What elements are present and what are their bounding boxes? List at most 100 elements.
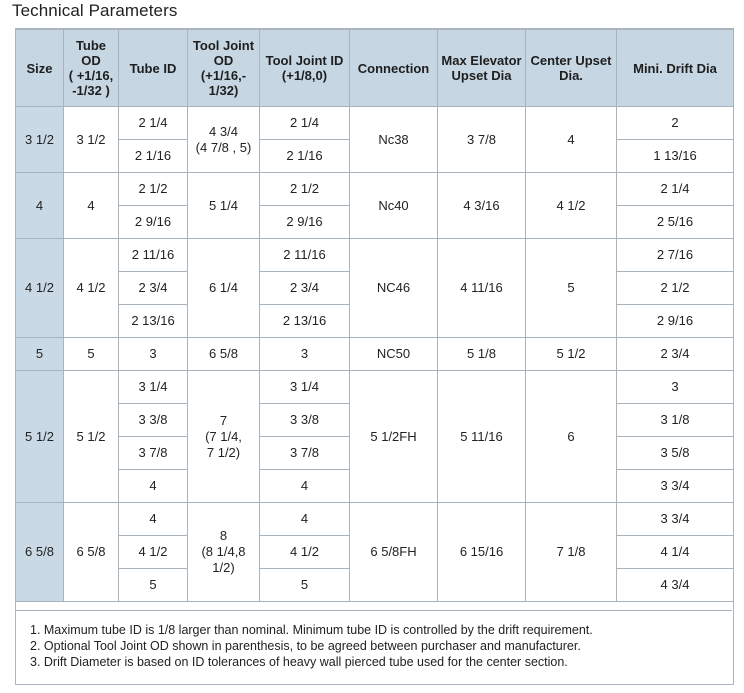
tool-joint-od-line: 8 <box>219 528 228 543</box>
drift-cell: 3 3/4 <box>616 469 734 503</box>
center-upset-cell: 6 <box>525 370 617 503</box>
tool-joint-od-line: (7 1/4, <box>205 428 242 444</box>
drift-cell: 3 3/4 <box>616 502 734 536</box>
drift-cell: 4 1/4 <box>616 535 734 569</box>
table-row: 2 3/4 2 3/4 2 1/2 <box>16 271 734 305</box>
tube-id-cell: 2 1/2 <box>118 172 188 206</box>
tube-id-cell: 3 7/8 <box>118 436 188 470</box>
tube-id-cell: 4 <box>118 502 188 536</box>
table-row: 6 5/8 6 5/8 4 8 (8 1/4,8 1/2) 4 6 5/8FH 6 15/16 7… <box>15 502 734 602</box>
header-tube-id: Tube ID <box>118 29 188 107</box>
note-item: 1. Maximum tube ID is 1/8 larger than no… <box>30 623 593 637</box>
drift-cell: 2 5/16 <box>616 205 734 239</box>
tube-od-cell: 5 1/2 <box>63 370 119 503</box>
tool-joint-id-cell: 2 13/16 <box>259 304 350 338</box>
drift-cell: 2 3/4 <box>616 337 734 371</box>
tool-joint-od-cell: 5 1/4 <box>187 172 260 239</box>
header-line: Center Upset <box>530 53 612 68</box>
tool-joint-od-line: 7 <box>219 412 228 428</box>
tool-joint-od-line: 4 3/4 <box>209 123 238 139</box>
tool-joint-id-cell: 3 1/4 <box>259 370 350 404</box>
header-line: Tool Joint ID <box>265 53 344 68</box>
tool-joint-id-cell: 2 1/4 <box>259 106 350 140</box>
center-upset-cell: 4 <box>525 106 617 173</box>
size-cell: 4 <box>15 172 64 239</box>
tool-joint-od-line: 6 5/8 <box>209 346 238 361</box>
header-line: Upset Dia <box>451 68 512 83</box>
tube-id-cell: 2 9/16 <box>118 205 188 239</box>
drift-cell: 3 5/8 <box>616 436 734 470</box>
tube-id-cell: 3 1/4 <box>118 370 188 404</box>
tube-id-cell: 2 1/4 <box>118 106 188 140</box>
size-cell: 5 1/2 <box>15 370 64 503</box>
connection-cell: 6 5/8FH <box>349 502 438 602</box>
drift-cell: 2 7/16 <box>616 238 734 272</box>
tube-id-cell: 2 13/16 <box>118 304 188 338</box>
header-line: Tool Joint <box>192 38 255 53</box>
header-tool-joint-od: Tool Joint OD (+1/16,- 1/32) <box>187 29 260 107</box>
header-line: -1/32 ) <box>72 83 110 98</box>
tool-joint-od-cell: 7 (7 1/4, 7 1/2) <box>187 370 260 503</box>
tube-od-cell: 6 5/8 <box>63 502 119 602</box>
drift-cell: 2 1/2 <box>616 271 734 305</box>
table-row: 2 1/16 2 1/16 1 13/16 <box>16 139 734 173</box>
tool-joint-od-line: 7 1/2) <box>206 444 241 460</box>
tool-joint-od-cell: 4 3/4 (4 7/8 , 5) <box>187 106 260 173</box>
header-line: Max Elevator <box>441 53 522 68</box>
size-cell: 6 5/8 <box>15 502 64 602</box>
connection-cell: NC46 <box>349 238 438 338</box>
note-item: 3. Drift Diameter is based on ID toleran… <box>30 655 568 669</box>
header-center-upset: Center Upset Dia. <box>525 29 617 107</box>
drift-cell: 2 9/16 <box>616 304 734 338</box>
header-line: (+1/8,0) <box>281 68 328 83</box>
tool-joint-id-cell: 4 <box>259 469 350 503</box>
header-line: Tube <box>75 38 107 53</box>
header-tool-joint-id: Tool Joint ID (+1/8,0) <box>259 29 350 107</box>
center-upset-cell: 5 1/2 <box>525 337 617 371</box>
tube-id-cell: 3 3/8 <box>118 403 188 437</box>
technical-parameters-table: Size Tube OD ( +1/16, -1/32 ) Tube ID To… <box>15 29 734 602</box>
max-elevator-cell: 5 1/8 <box>437 337 526 371</box>
tool-joint-od-line: 5 1/4 <box>209 197 238 213</box>
table-row: 3 1/2 3 1/2 2 1/4 4 3/4 (4 7/8 , 5) 2 1/4 Nc38… <box>15 106 734 173</box>
drift-cell: 2 <box>616 106 734 140</box>
center-upset-cell: 4 1/2 <box>525 172 617 239</box>
table-row: 5 5 4 3/4 <box>16 568 734 602</box>
tube-id-cell: 2 3/4 <box>118 271 188 305</box>
tool-joint-id-cell: 5 <box>259 568 350 602</box>
tool-joint-id-cell: 2 9/16 <box>259 205 350 239</box>
size-cell: 5 <box>15 337 64 371</box>
header-line: (+1/16,- <box>200 68 247 83</box>
tube-id-cell: 3 <box>118 337 188 371</box>
max-elevator-cell: 4 3/16 <box>437 172 526 239</box>
tool-joint-od-cell: 6 5/8 <box>187 337 260 371</box>
center-upset-cell: 5 <box>525 238 617 338</box>
connection-cell: 5 1/2FH <box>349 370 438 503</box>
tool-joint-id-cell: 4 <box>259 502 350 536</box>
drift-cell: 3 <box>616 370 734 404</box>
center-upset-cell: 7 1/8 <box>525 502 617 602</box>
tool-joint-id-cell: 2 1/2 <box>259 172 350 206</box>
header-line: Dia. <box>559 68 583 83</box>
tube-od-cell: 4 1/2 <box>63 238 119 338</box>
connection-cell: Nc40 <box>349 172 438 239</box>
max-elevator-cell: 6 15/16 <box>437 502 526 602</box>
tool-joint-od-line: 1/2) <box>212 560 235 575</box>
header-mini-drift: Mini. Drift Dia <box>616 29 734 107</box>
tube-id-cell: 2 11/16 <box>118 238 188 272</box>
tool-joint-od-cell: 8 (8 1/4,8 1/2) <box>187 502 260 602</box>
size-cell: 3 1/2 <box>15 106 64 173</box>
size-cell: 4 1/2 <box>15 238 64 338</box>
table-row: 4 1/2 4 1/2 2 11/16 6 1/4 2 11/16 NC46 4 11/16… <box>15 238 734 338</box>
page-title: Technical Parameters <box>12 1 178 20</box>
max-elevator-cell: 5 11/16 <box>437 370 526 503</box>
tool-joint-id-cell: 4 1/2 <box>259 535 350 569</box>
tool-joint-id-cell: 2 3/4 <box>259 271 350 305</box>
table-row: 3 7/8 3 7/8 3 5/8 <box>16 436 734 470</box>
note-item: 2. Optional Tool Joint OD shown in paren… <box>30 639 581 653</box>
table-row: 3 3/8 3 3/8 3 1/8 <box>16 403 734 437</box>
header-line: ( +1/16, <box>68 68 114 83</box>
table-row: 5 1/2 5 1/2 3 1/4 7 (7 1/4, 7 1/2) 3 1/4 5 1/2F… <box>15 370 734 503</box>
tube-id-cell: 5 <box>118 568 188 602</box>
